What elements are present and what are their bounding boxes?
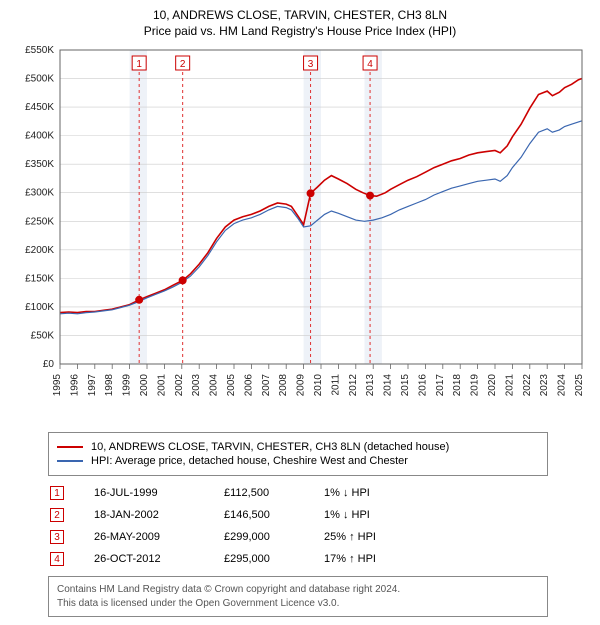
legend-label-hpi: HPI: Average price, detached house, Ches… (91, 455, 408, 467)
svg-text:2007: 2007 (261, 374, 272, 397)
transaction-date: 16-JUL-1999 (94, 487, 224, 499)
transactions-table: 1 16-JUL-1999 £112,500 1% ↓ HPI 2 18-JAN… (50, 482, 590, 570)
transaction-date: 18-JAN-2002 (94, 509, 224, 521)
transaction-marker-2: 2 (50, 508, 64, 522)
price-chart: £0 £50K £100K £150K £200K £250K £300K £350K £400… (10, 44, 590, 424)
svg-text:2018: 2018 (452, 374, 463, 397)
svg-text:2020: 2020 (487, 374, 498, 397)
transaction-row: 4 26-OCT-2012 £295,000 17% ↑ HPI (50, 548, 590, 570)
svg-text:£400K: £400K (25, 131, 54, 142)
svg-text:£450K: £450K (25, 102, 54, 113)
svg-text:2012: 2012 (348, 374, 359, 397)
footer-line2: This data is licensed under the Open Gov… (57, 597, 539, 611)
legend-swatch-hpi (57, 460, 83, 462)
svg-text:2017: 2017 (435, 374, 446, 397)
svg-text:£50K: £50K (31, 330, 55, 341)
svg-text:2000: 2000 (139, 374, 150, 397)
svg-text:1995: 1995 (52, 374, 63, 397)
svg-text:£550K: £550K (25, 45, 54, 56)
transaction-delta: 17% ↑ HPI (324, 553, 434, 565)
svg-text:2010: 2010 (313, 374, 324, 397)
legend-item-property: 10, ANDREWS CLOSE, TARVIN, CHESTER, CH3 … (57, 441, 539, 453)
transaction-row: 2 18-JAN-2002 £146,500 1% ↓ HPI (50, 504, 590, 526)
transaction-marker-4: 4 (50, 552, 64, 566)
svg-text:2005: 2005 (226, 374, 237, 397)
transaction-delta: 25% ↑ HPI (324, 531, 434, 543)
svg-text:2024: 2024 (557, 374, 568, 397)
legend-swatch-property (57, 446, 83, 448)
legend-item-hpi: HPI: Average price, detached house, Ches… (57, 455, 539, 467)
svg-text:2009: 2009 (296, 374, 307, 397)
svg-text:1999: 1999 (122, 374, 133, 397)
legend: 10, ANDREWS CLOSE, TARVIN, CHESTER, CH3 … (48, 432, 548, 476)
title-line2: Price paid vs. HM Land Registry's House … (10, 24, 590, 38)
svg-text:2004: 2004 (209, 374, 220, 397)
transaction-delta: 1% ↓ HPI (324, 509, 434, 521)
footer-line1: Contains HM Land Registry data © Crown c… (57, 583, 539, 597)
chart-title: 10, ANDREWS CLOSE, TARVIN, CHESTER, CH3 … (10, 8, 590, 38)
svg-text:£0: £0 (43, 359, 55, 370)
svg-text:2002: 2002 (174, 374, 185, 397)
svg-text:2022: 2022 (522, 374, 533, 397)
svg-text:2011: 2011 (330, 374, 341, 396)
svg-text:2: 2 (180, 59, 186, 70)
svg-text:1996: 1996 (69, 374, 80, 397)
svg-text:1998: 1998 (104, 374, 115, 397)
transaction-price: £146,500 (224, 509, 324, 521)
svg-text:3: 3 (308, 59, 314, 70)
svg-text:£250K: £250K (25, 216, 54, 227)
transaction-marker-3: 3 (50, 530, 64, 544)
svg-text:4: 4 (367, 59, 373, 70)
svg-text:1: 1 (136, 59, 142, 70)
attribution-footer: Contains HM Land Registry data © Crown c… (48, 576, 548, 617)
transaction-date: 26-MAY-2009 (94, 531, 224, 543)
svg-text:2015: 2015 (400, 374, 411, 397)
transaction-price: £112,500 (224, 487, 324, 499)
transaction-price: £299,000 (224, 531, 324, 543)
transaction-price: £295,000 (224, 553, 324, 565)
svg-text:£150K: £150K (25, 273, 54, 284)
svg-text:2001: 2001 (156, 374, 167, 397)
legend-label-property: 10, ANDREWS CLOSE, TARVIN, CHESTER, CH3 … (91, 441, 449, 453)
svg-text:1997: 1997 (87, 374, 98, 397)
svg-text:2008: 2008 (278, 374, 289, 397)
svg-text:2021: 2021 (504, 374, 515, 397)
svg-text:2023: 2023 (539, 374, 550, 397)
svg-text:£500K: £500K (25, 74, 54, 85)
svg-text:2025: 2025 (574, 374, 585, 397)
svg-text:£200K: £200K (25, 245, 54, 256)
svg-text:2003: 2003 (191, 374, 202, 397)
transaction-date: 26-OCT-2012 (94, 553, 224, 565)
svg-text:£350K: £350K (25, 159, 54, 170)
transaction-row: 3 26-MAY-2009 £299,000 25% ↑ HPI (50, 526, 590, 548)
svg-text:£300K: £300K (25, 188, 54, 199)
svg-text:2019: 2019 (470, 374, 481, 397)
transaction-delta: 1% ↓ HPI (324, 487, 434, 499)
svg-text:2013: 2013 (365, 374, 376, 397)
title-line1: 10, ANDREWS CLOSE, TARVIN, CHESTER, CH3 … (10, 8, 590, 22)
transaction-row: 1 16-JUL-1999 £112,500 1% ↓ HPI (50, 482, 590, 504)
transaction-marker-1: 1 (50, 486, 64, 500)
svg-text:2014: 2014 (383, 374, 394, 397)
svg-text:2006: 2006 (243, 374, 254, 397)
svg-text:£100K: £100K (25, 302, 54, 313)
svg-text:2016: 2016 (417, 374, 428, 397)
